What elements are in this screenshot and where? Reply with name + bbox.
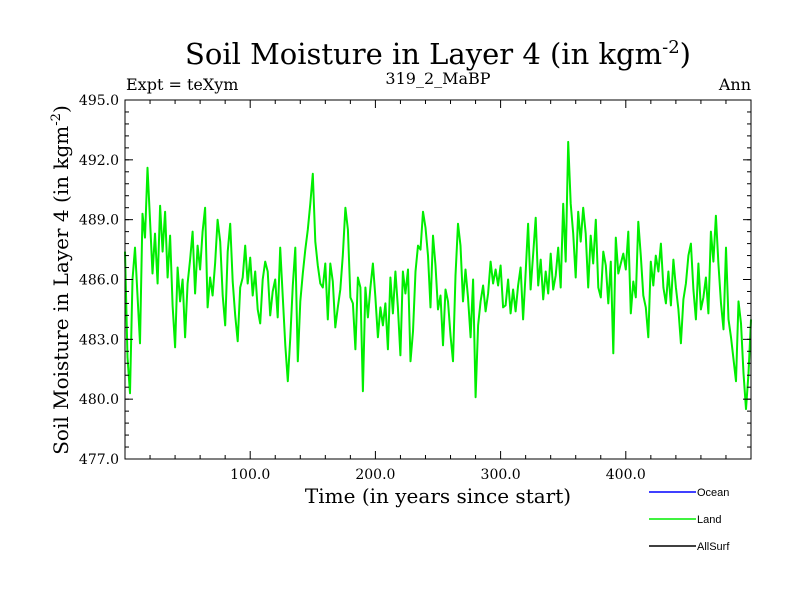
legend-label-allsurf: AllSurf [697, 541, 730, 553]
chart-title: Soil Moisture in Layer 4 (in kgm-2) [185, 37, 691, 71]
series-layer [124, 140, 752, 411]
y-tick-label: 480.0 [79, 392, 119, 408]
y-axis: 477.0 480.0 483.0 486.0 489.0 492.0 495.0 [79, 93, 751, 468]
y-tick-label: 483.0 [79, 332, 119, 348]
x-tick-label: 300.0 [481, 467, 521, 483]
x-tick-label: 100.0 [230, 467, 270, 483]
y-tick-label: 486.0 [79, 273, 119, 289]
legend-label-ocean: Ocean [697, 487, 729, 499]
subtitle-run: 319_2_MaBP [385, 69, 490, 88]
legend-label-land: Land [697, 514, 721, 526]
x-axis-label: Time (in years since start) [305, 484, 571, 508]
subtitle-season: Ann [718, 75, 751, 94]
subtitle-experiment: Expt = teXym [126, 75, 238, 94]
y-tick-label: 492.0 [79, 153, 119, 169]
y-axis-label: Soil Moisture in Layer 4 (in kgm-2) [49, 105, 73, 455]
x-axis: 100.0 200.0 300.0 400.0 [149, 100, 727, 483]
y-tick-label: 489.0 [79, 213, 119, 229]
series-line-land [124, 140, 752, 411]
plot-area [124, 99, 752, 460]
x-tick-label: 200.0 [355, 467, 395, 483]
legend: Ocean Land AllSurf [649, 487, 730, 553]
y-tick-label: 495.0 [79, 93, 119, 109]
x-tick-label: 400.0 [606, 467, 646, 483]
y-tick-label: 477.0 [79, 452, 119, 468]
plot-background [125, 100, 751, 459]
